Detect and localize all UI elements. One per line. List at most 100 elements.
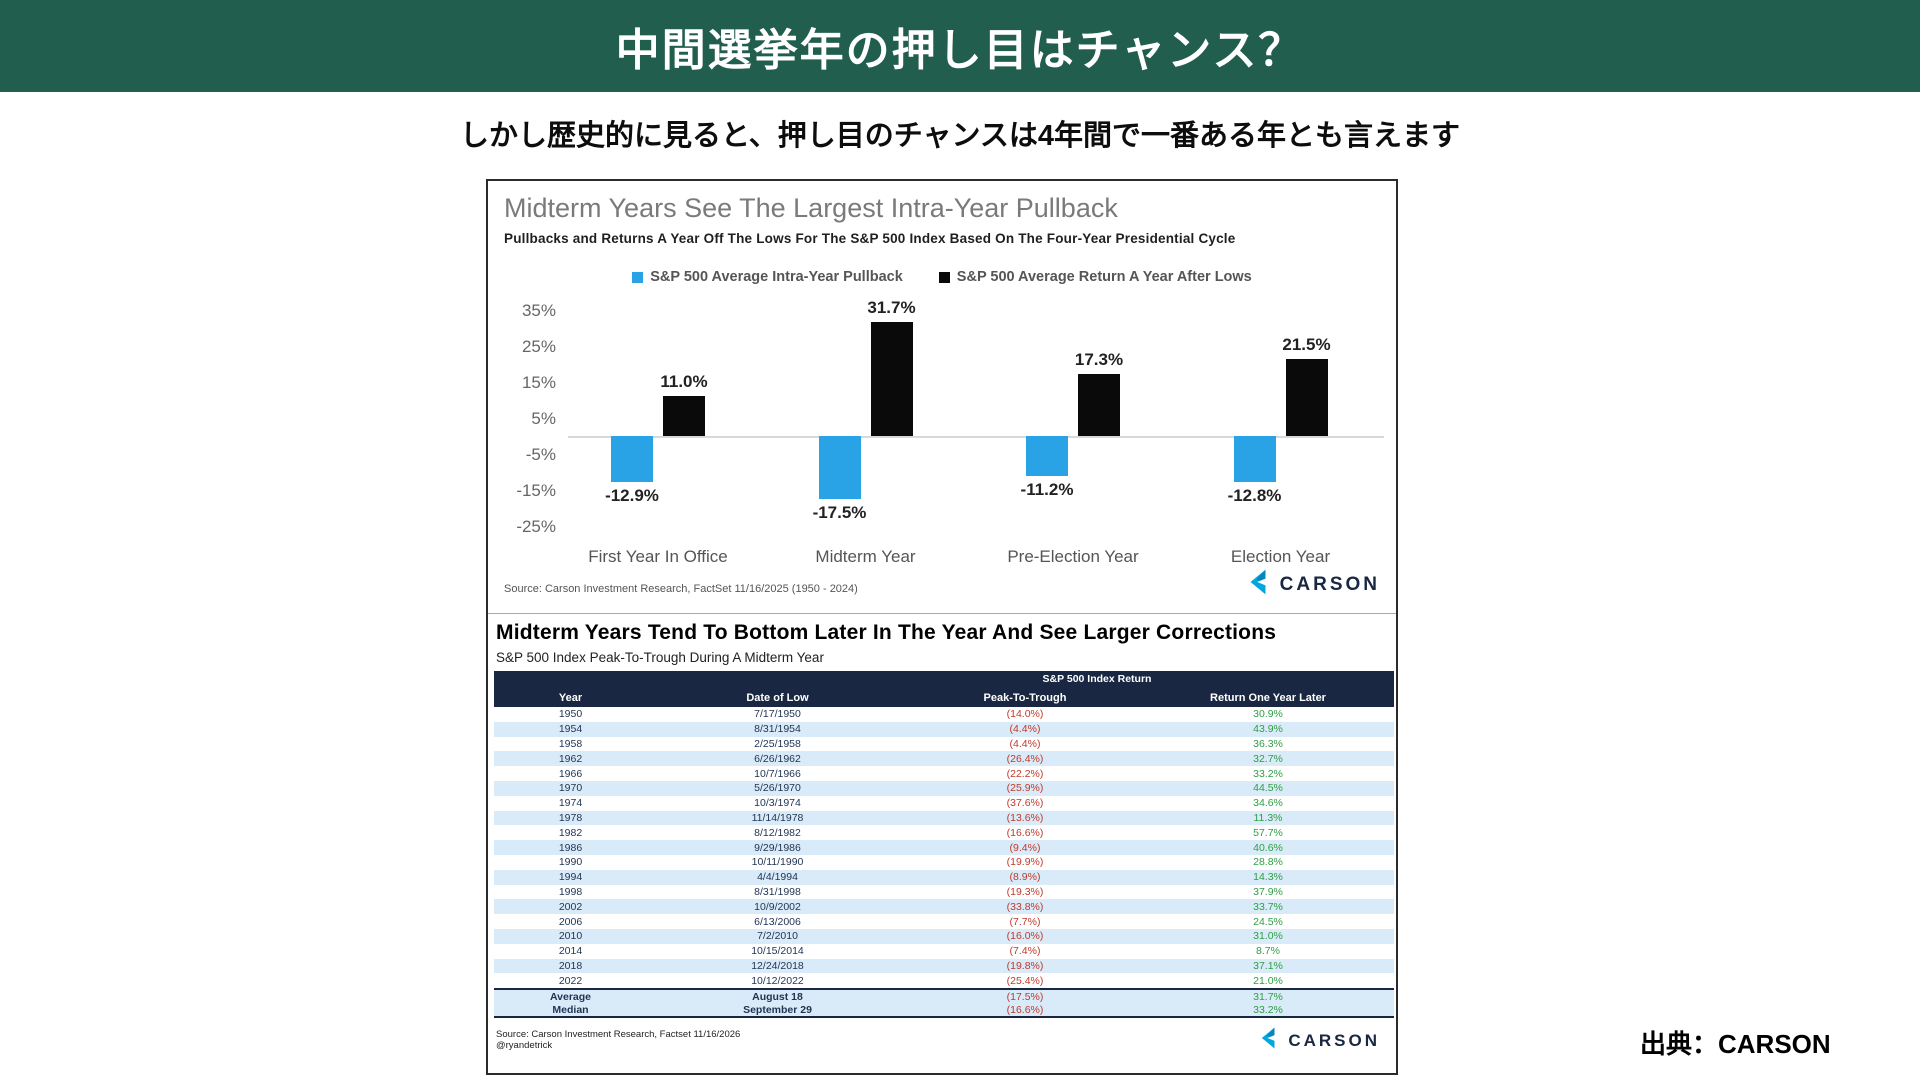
table-cell: 1974	[558, 797, 583, 810]
legend-label: S&P 500 Average Intra-Year Pullback	[650, 269, 903, 285]
table-cell: 10/3/1974	[754, 797, 801, 810]
table-row: 1974 10/3/1974 (37.6%) 34.6%	[494, 796, 1394, 811]
legend-swatch-icon	[632, 271, 644, 283]
table-cell: (16.6%)	[1006, 826, 1044, 839]
table-cell: (22.2%)	[1006, 767, 1044, 780]
table-cell: 43.9%	[1253, 723, 1283, 736]
table-cell: (13.6%)	[1006, 811, 1044, 824]
table-cell: (16.0%)	[1006, 930, 1044, 943]
table-cell: 4/4/1994	[757, 871, 798, 884]
return-bar	[1078, 373, 1120, 436]
pullback-value-label: -12.8%	[1227, 486, 1282, 506]
table-cell: (19.9%)	[1006, 856, 1044, 869]
table-row: 1966 10/7/1966 (22.2%) 33.2%	[494, 766, 1394, 781]
table-cell: (7.4%)	[1009, 945, 1041, 958]
table-cell: 2/25/1958	[754, 737, 801, 750]
table-cell: 33.2%	[1253, 767, 1283, 780]
table-cell: 37.1%	[1253, 959, 1283, 972]
chart-subtitle: Pullbacks and Returns A Year Off The Low…	[504, 231, 1236, 246]
carson-chevron-icon	[1258, 1027, 1280, 1054]
table-row: 1998 8/31/1998 (19.3%) 37.9%	[494, 885, 1394, 900]
table-cell: 2018	[558, 959, 583, 972]
table-cell: 2014	[558, 945, 583, 958]
table-cell: 9/29/1986	[754, 841, 801, 854]
carson-wordmark: CARSON	[1288, 1030, 1380, 1050]
table-cell: (19.8%)	[1006, 959, 1044, 972]
return-bar	[1285, 358, 1328, 436]
table-row: 2006 6/13/2006 (7.7%) 24.5%	[494, 914, 1394, 929]
table-cell: 1990	[558, 856, 583, 869]
table-cell: 11/14/1978	[751, 811, 804, 824]
table-row: 1958 2/25/1958 (4.4%) 36.3%	[494, 737, 1394, 752]
table-cell: 33.7%	[1253, 900, 1283, 913]
table-cell: (16.6%)	[1006, 1003, 1044, 1016]
section-divider	[488, 613, 1396, 614]
table-row: 2018 12/24/2018 (19.8%) 37.1%	[494, 958, 1394, 974]
category-label: First Year In Office	[588, 547, 728, 566]
table-header-cell: Date of Low	[746, 691, 809, 704]
table-cell: Median	[552, 1003, 589, 1016]
table-cell: 7/17/1950	[754, 708, 801, 721]
table-cell: (4.4%)	[1009, 723, 1041, 736]
y-axis-tick: 25%	[521, 337, 556, 356]
table-cell: August 18	[752, 990, 803, 1003]
table-row: 1986 9/29/1986 (9.4%) 40.6%	[494, 840, 1394, 855]
table-group-header-label: S&P 500 Index Return	[1042, 673, 1152, 685]
table-cell: (17.5%)	[1006, 990, 1044, 1003]
table-cell: 2010	[558, 930, 583, 943]
table-cell: 1986	[558, 841, 583, 854]
table-cell: 10/7/1966	[754, 767, 801, 780]
table-cell: 10/15/2014	[751, 945, 804, 958]
table-cell: 2002	[558, 900, 583, 913]
legend-label: S&P 500 Average Return A Year After Lows	[956, 269, 1252, 285]
table-cell: 6/13/2006	[754, 915, 801, 928]
table-row: 1962 6/26/1962 (26.4%) 32.7%	[494, 751, 1394, 767]
y-axis-tick: 15%	[521, 373, 556, 392]
table-cell: (4.4%)	[1009, 737, 1041, 750]
table-cell: 1994	[558, 871, 583, 884]
table-cell: 1950	[558, 708, 583, 721]
chart-title: Midterm Years See The Largest Intra-Year…	[504, 193, 1118, 223]
carson-logo: CARSON	[1246, 569, 1380, 600]
table-row: 2002 10/9/2002 (33.8%) 33.7%	[494, 899, 1394, 915]
pullback-value-label: -12.9%	[605, 486, 659, 506]
table-cell: (33.8%)	[1006, 900, 1044, 913]
table-cell: (9.4%)	[1009, 841, 1041, 854]
table-cell: (7.7%)	[1009, 915, 1041, 928]
table-cell: 57.7%	[1253, 826, 1283, 839]
return-value-label: 31.7%	[867, 297, 916, 317]
table-row: 2010 7/2/2010 (16.0%) 31.0%	[494, 928, 1394, 944]
table-cell: 40.6%	[1253, 841, 1283, 854]
table-header-row: Year Date of Low Peak-To-Trough Return One …	[494, 688, 1394, 707]
table-header-cell: Year	[558, 691, 583, 704]
carson-chevron-icon	[1246, 569, 1272, 600]
page-header: 中間選挙年の押し目はチャンス？	[0, 0, 1920, 92]
table-cell: 1998	[558, 885, 583, 898]
carson-figure: Midterm Years See The Largest Intra-Year…	[486, 179, 1398, 1075]
credit-caption: 出典：CARSON	[1640, 1029, 1831, 1059]
table-cell: 33.2%	[1253, 1003, 1283, 1016]
table-header-cell: Return One Year Later	[1210, 691, 1326, 704]
table-cell: 28.8%	[1253, 856, 1283, 869]
table-row: 1990 10/11/1990 (19.9%) 28.8%	[494, 855, 1394, 870]
carson-logo: CARSON	[1258, 1027, 1380, 1054]
return-value-label: 17.3%	[1074, 349, 1124, 369]
return-value-label: 21.5%	[1282, 334, 1331, 354]
table-cell: 1982	[558, 826, 583, 839]
pullback-value-label: -11.2%	[1020, 480, 1074, 500]
carson-wordmark: CARSON	[1279, 573, 1380, 595]
table-cell: 1954	[558, 723, 583, 736]
table-row: 1978 11/14/1978 (13.6%) 11.3%	[494, 810, 1394, 826]
table-cell: 1962	[558, 752, 583, 765]
table-cell: 6/26/1962	[754, 752, 801, 765]
table-cell: 10/9/2002	[754, 900, 801, 913]
table-source: Source: Carson Investment Research, Fact…	[496, 1029, 740, 1051]
table-cell: (14.0%)	[1006, 708, 1044, 721]
table-row: 1970 5/26/1970 (25.9%) 44.5%	[494, 780, 1394, 796]
return-value-label: 11.0%	[660, 372, 708, 392]
table-cell: 37.9%	[1253, 885, 1283, 898]
legend-item: S&P 500 Average Intra-Year Pullback	[632, 269, 903, 285]
y-axis-tick: -25%	[516, 517, 556, 536]
midterm-table: S&P 500 Index Return Year Date of Low Peak-…	[494, 671, 1394, 1019]
table-cell: 1966	[558, 767, 583, 780]
